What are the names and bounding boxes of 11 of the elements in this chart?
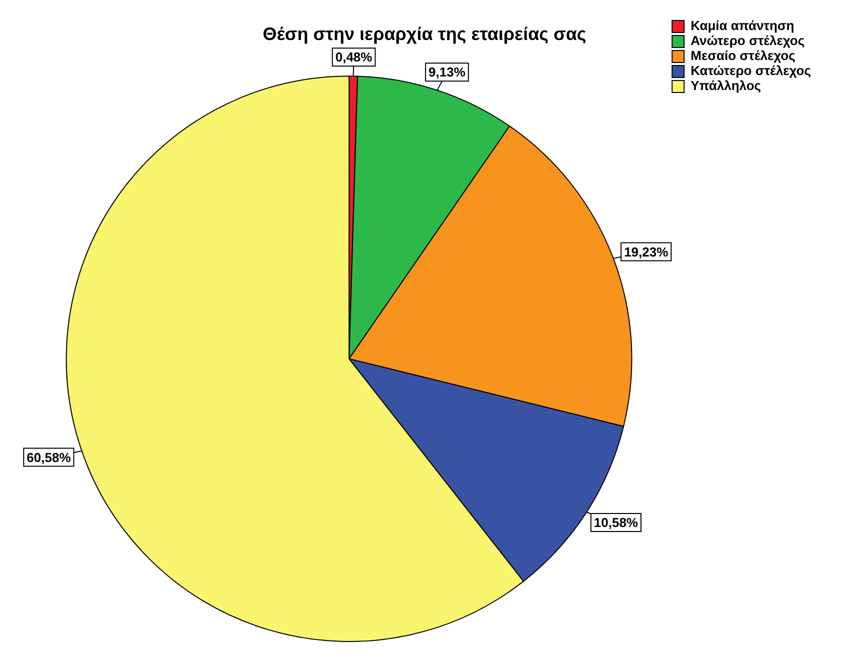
data-label: 19,23% [624, 244, 669, 260]
data-label: 9,13% [428, 64, 466, 80]
data-label: 0,48% [335, 50, 373, 65]
chart-title: Θέση στην ιεραρχία της εταιρείας σας [262, 24, 586, 44]
legend-label: Καμία απάντηση [690, 18, 794, 34]
data-label: 10,58% [594, 515, 638, 530]
legend-label: Υπάλληλος [690, 78, 762, 94]
legend-label: Μεσαίο στέλεχος [690, 48, 796, 64]
legend-label: Κατώτερο στέλεχος [690, 63, 812, 78]
legend-label: Ανώτερο στέλεχος [690, 33, 805, 48]
data-label: 60,58% [26, 450, 72, 465]
